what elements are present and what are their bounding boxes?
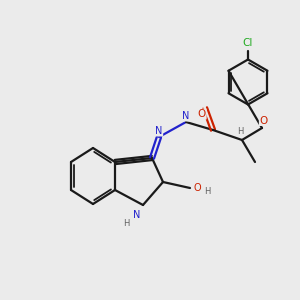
Text: Cl: Cl — [243, 38, 253, 48]
Text: N: N — [155, 126, 163, 136]
Text: O: O — [198, 109, 206, 119]
Text: H: H — [237, 127, 244, 136]
Text: O: O — [194, 183, 201, 193]
Text: N: N — [133, 211, 141, 220]
Text: O: O — [260, 116, 268, 125]
Text: H: H — [123, 218, 130, 227]
Text: N: N — [182, 111, 190, 121]
Text: H: H — [204, 187, 211, 196]
